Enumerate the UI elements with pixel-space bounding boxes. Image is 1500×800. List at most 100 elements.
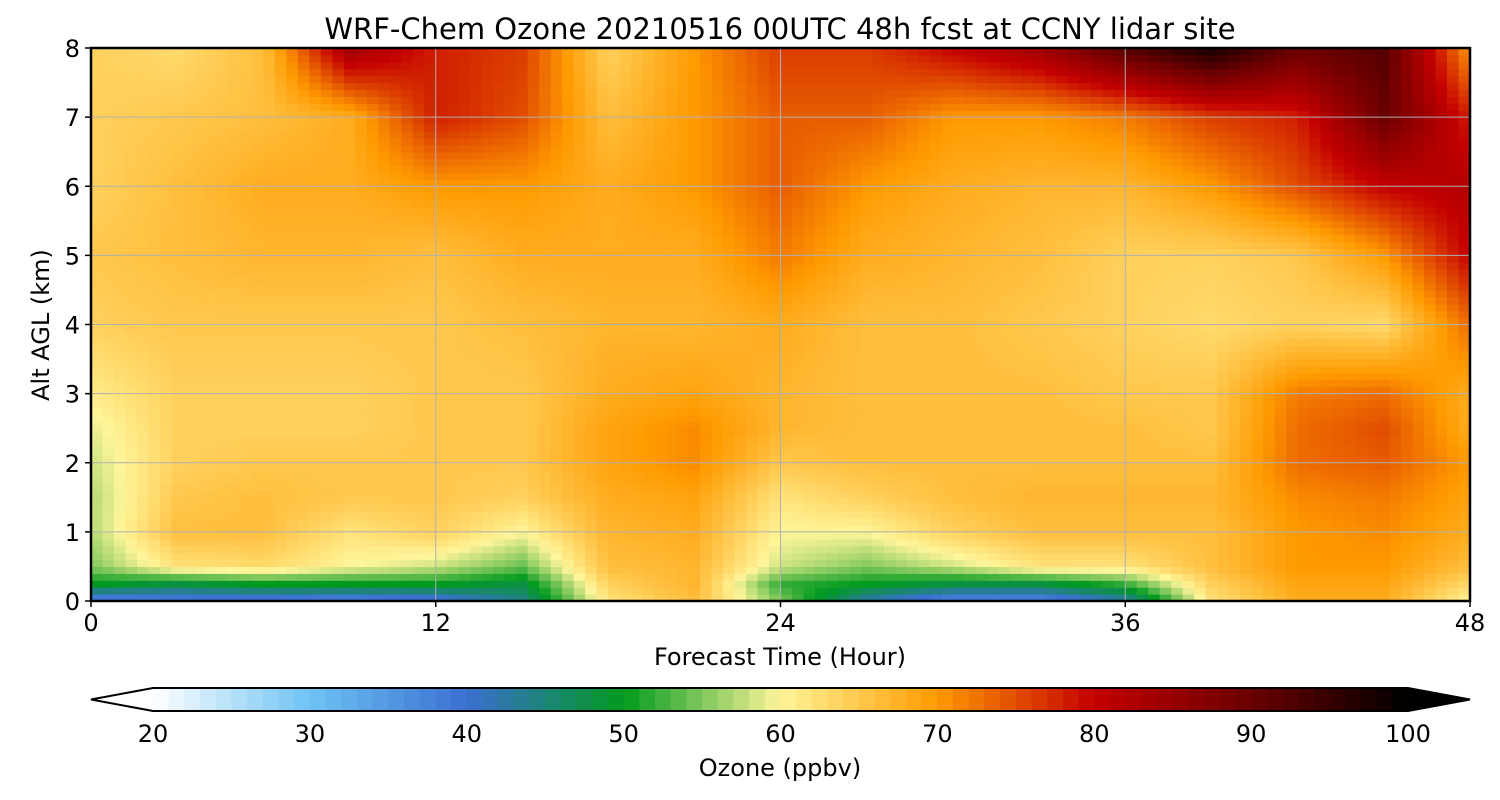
heatmap-cell <box>366 352 379 360</box>
heatmap-cell <box>435 421 448 429</box>
heatmap-cell <box>366 345 379 353</box>
heatmap-cell <box>1447 414 1460 422</box>
chart-title: WRF-Chem Ozone 20210516 00UTC 48h fcst a… <box>324 12 1235 46</box>
heatmap-cell <box>826 365 839 374</box>
heatmap-cell <box>906 317 919 326</box>
heatmap-cell <box>1205 462 1218 471</box>
heatmap-cell <box>700 414 713 422</box>
heatmap-cell <box>1286 435 1299 443</box>
heatmap-cell <box>654 352 667 360</box>
heatmap-cell <box>125 531 138 540</box>
heatmap-cell <box>998 352 1011 360</box>
heatmap-cell <box>700 421 713 429</box>
heatmap-cell <box>642 352 655 360</box>
heatmap-cell <box>182 587 196 595</box>
heatmap-cell <box>1458 594 1470 601</box>
heatmap-cell <box>849 490 862 498</box>
heatmap-cell <box>550 462 563 471</box>
heatmap-cell <box>791 594 805 601</box>
heatmap-cell <box>148 331 161 339</box>
heatmap-cell <box>1240 435 1253 443</box>
heatmap-cell <box>1366 490 1379 498</box>
heatmap-cell <box>493 393 506 402</box>
heatmap-cell <box>1435 483 1448 491</box>
heatmap-cell <box>654 573 667 581</box>
heatmap-cell <box>619 524 632 533</box>
heatmap-cell <box>171 317 184 326</box>
heatmap-cell <box>1044 566 1057 574</box>
heatmap-cell <box>205 518 219 526</box>
heatmap-cell <box>470 455 483 464</box>
heatmap-cell <box>366 524 379 533</box>
heatmap-cell <box>1021 580 1034 588</box>
heatmap-cell <box>182 365 196 374</box>
heatmap-cell <box>791 538 805 547</box>
heatmap-cell <box>343 365 356 374</box>
heatmap-cell <box>769 559 782 568</box>
heatmap-cell <box>906 359 919 367</box>
heatmap-cell <box>757 345 770 353</box>
heatmap-cell <box>504 324 517 333</box>
heatmap-cell <box>504 552 517 561</box>
heatmap-cell <box>1458 455 1470 464</box>
heatmap-cell <box>734 310 747 319</box>
heatmap-cell <box>1378 365 1391 374</box>
heatmap-cell <box>389 400 402 409</box>
heatmap-cell <box>769 566 782 574</box>
heatmap-cell <box>1263 594 1276 601</box>
heatmap-cell <box>355 483 368 491</box>
heatmap-cell <box>803 379 816 388</box>
heatmap-cell <box>769 455 782 464</box>
heatmap-cell <box>194 331 207 339</box>
heatmap-cell <box>228 359 241 367</box>
heatmap-cell <box>573 490 586 498</box>
heatmap-cell <box>251 414 264 422</box>
heatmap-cell <box>665 469 678 478</box>
heatmap-cell <box>1182 559 1195 568</box>
heatmap-cell <box>791 352 805 360</box>
heatmap-cell <box>769 338 782 346</box>
heatmap-cell <box>1171 331 1184 339</box>
heatmap-cell <box>941 400 954 409</box>
heatmap-cell <box>895 393 908 402</box>
heatmap-cell <box>1067 545 1080 554</box>
heatmap-cell <box>148 524 161 533</box>
heatmap-cell <box>1021 407 1034 415</box>
heatmap-cell <box>1401 552 1414 561</box>
heatmap-cell <box>987 365 1000 374</box>
heatmap-cell <box>504 317 517 326</box>
heatmap-cell <box>401 414 414 422</box>
heatmap-cell <box>1435 538 1448 547</box>
heatmap-cell <box>1021 435 1034 443</box>
heatmap-cell <box>148 545 161 554</box>
heatmap-cell <box>1378 345 1391 353</box>
heatmap-cell <box>596 393 609 402</box>
heatmap-cell <box>504 421 517 429</box>
heatmap-cell <box>205 552 219 561</box>
heatmap-cell <box>113 317 127 326</box>
heatmap-cell <box>378 594 391 601</box>
heatmap-cell <box>1297 338 1310 346</box>
heatmap-cell <box>102 483 115 491</box>
heatmap-cell <box>493 587 506 595</box>
heatmap-cell <box>1044 407 1057 415</box>
heatmap-cell <box>458 324 471 333</box>
heatmap-field <box>91 48 1470 601</box>
heatmap-cell <box>1263 414 1276 422</box>
heatmap-cell <box>332 594 345 601</box>
heatmap-cell <box>389 435 402 443</box>
heatmap-cell <box>424 421 437 429</box>
heatmap-cell <box>1171 455 1184 464</box>
heatmap-cell <box>1240 587 1253 595</box>
heatmap-cell <box>837 490 851 498</box>
heatmap-cell <box>734 594 747 601</box>
heatmap-cell <box>1113 559 1126 568</box>
heatmap-cell <box>1343 497 1356 505</box>
heatmap-cell <box>1171 414 1184 422</box>
heatmap-cell <box>1067 386 1080 395</box>
heatmap-cell <box>1366 504 1379 512</box>
heatmap-cell <box>608 511 621 519</box>
heatmap-cell <box>171 497 184 505</box>
heatmap-cell <box>412 310 425 319</box>
heatmap-cell <box>1378 518 1391 526</box>
